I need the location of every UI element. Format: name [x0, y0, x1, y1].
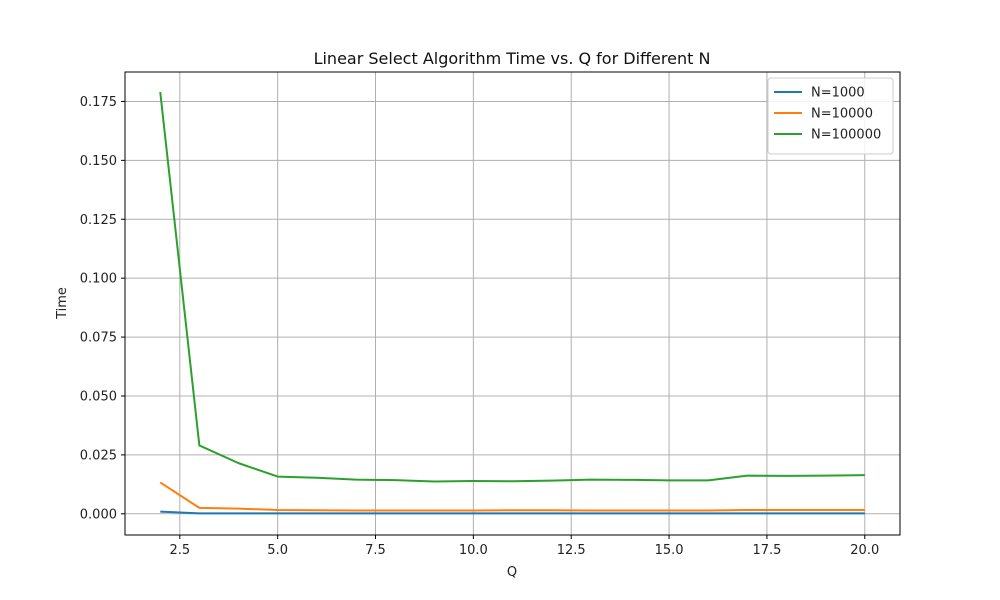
- x-tick-label: 10.0: [459, 543, 488, 558]
- y-axis-label: Time: [55, 287, 70, 320]
- axis-ticks: 2.5 5.0 7.5 10.0 12.5 15.0 17.5 20.0 0.000 0.025 0…: [80, 95, 879, 558]
- x-axis-label: Q: [507, 565, 517, 580]
- plot-frame: [124, 71, 901, 536]
- y-tick-label: 0.175: [80, 95, 117, 110]
- y-tick-label: 0.050: [80, 389, 117, 404]
- y-tick-label: 0.150: [80, 154, 117, 169]
- x-tick-label: 15.0: [655, 543, 684, 558]
- x-tick-label: 7.5: [365, 543, 386, 558]
- x-tick-label: 5.0: [267, 543, 288, 558]
- series-lines: [159, 91, 865, 515]
- y-tick-label: 0.100: [80, 272, 117, 287]
- x-tick-label: 17.5: [752, 543, 781, 558]
- y-tick-label: 0.025: [80, 448, 117, 463]
- legend-label: N=1000: [811, 86, 865, 101]
- series-line-n-10000: [159, 481, 865, 512]
- x-tick-label: 20.0: [850, 543, 879, 558]
- y-tick-label: 0.000: [80, 507, 117, 522]
- series-line-n-100000: [159, 91, 865, 483]
- y-tick-label: 0.075: [80, 331, 117, 346]
- series-line-n-1000: [160, 510, 865, 515]
- legend: N=1000 N=10000 N=100000: [767, 77, 894, 155]
- legend-label: N=100000: [811, 128, 881, 143]
- legend-label: N=10000: [811, 107, 873, 122]
- x-tick-label: 2.5: [169, 543, 190, 558]
- y-tick-label: 0.125: [80, 213, 117, 228]
- grid: [125, 72, 900, 535]
- chart-title: Linear Select Algorithm Time vs. Q for D…: [314, 49, 711, 68]
- x-tick-label: 12.5: [557, 543, 586, 558]
